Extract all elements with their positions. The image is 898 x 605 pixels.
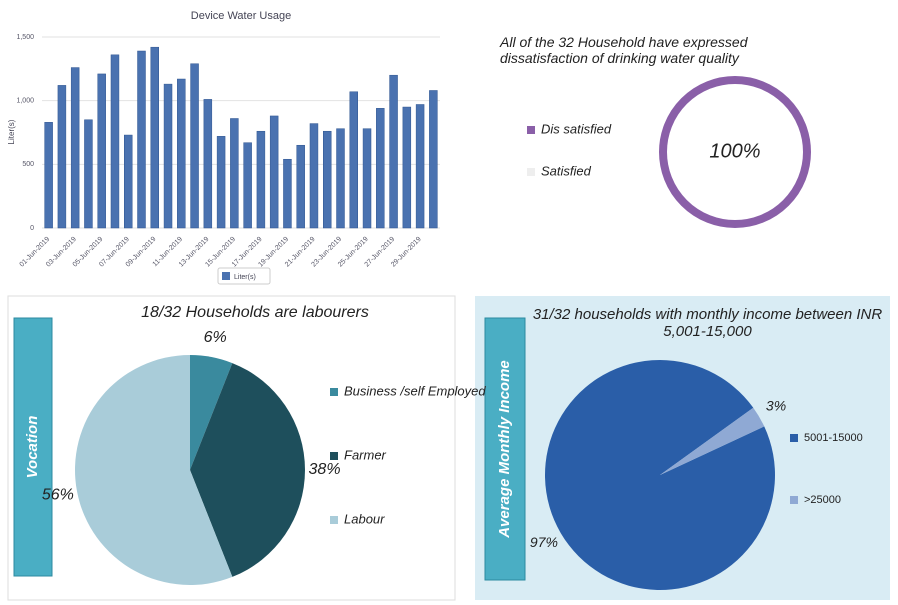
chart-title: Device Water Usage (191, 10, 291, 22)
legend-swatch (330, 388, 338, 396)
bar (269, 115, 279, 229)
pie-slice (545, 360, 776, 591)
legend-label: Satisfied (541, 163, 592, 178)
bar (203, 99, 213, 229)
legend-label: >25000 (804, 494, 841, 506)
bar (190, 63, 199, 229)
bar (137, 50, 146, 229)
legend-swatch (330, 516, 338, 524)
legend-label: 5001-15000 (804, 432, 863, 444)
legend-swatch (790, 434, 798, 442)
y-tick-label: 500 (22, 161, 34, 168)
bar (429, 90, 438, 229)
legend-label: Labour (344, 511, 385, 526)
bar (57, 85, 67, 229)
chart-title: All of the 32 Household have expressed d… (500, 34, 748, 66)
legend-label: Liter(s) (234, 274, 256, 281)
legend-label: Farmer (344, 447, 387, 462)
chart-title: 31/32 households with monthly income bet… (532, 306, 883, 340)
legend-swatch (330, 452, 338, 460)
bar (177, 78, 186, 229)
bar (256, 130, 266, 229)
side-band (13, 317, 53, 577)
legend-box (217, 267, 271, 285)
bar (97, 73, 106, 229)
legend-swatch (790, 496, 798, 504)
donut-segment (659, 76, 811, 229)
side-label: Vocation (24, 416, 41, 479)
data-label: 100% (709, 140, 760, 162)
data-label: 56% (42, 486, 74, 503)
bar (389, 74, 398, 229)
y-tick-label: 1,500 (16, 34, 34, 41)
pie-slice (75, 355, 233, 585)
legend-swatch (527, 168, 535, 176)
data-label: 3% (766, 398, 786, 414)
bar (84, 119, 93, 229)
bar (309, 123, 319, 229)
side-label: Average Monthly Income (496, 360, 513, 539)
bar (376, 108, 385, 229)
chart-title: 18/32 Households are labourers (141, 304, 369, 321)
bar (124, 134, 133, 229)
bar (283, 158, 292, 229)
bar (216, 136, 226, 229)
bar (349, 91, 358, 229)
data-label: 6% (204, 329, 227, 346)
pie-slice (660, 407, 765, 475)
legend-label: Business /self Employed (344, 383, 486, 398)
legend-swatch (527, 126, 535, 134)
y-tick-label: 1,000 (16, 98, 34, 105)
bar (44, 122, 53, 229)
bar (336, 128, 345, 229)
pie-slice (190, 355, 233, 470)
bar (296, 144, 305, 229)
data-label: 38% (309, 461, 341, 478)
side-band (484, 317, 526, 581)
y-tick-label: 0 (30, 225, 34, 232)
bar (150, 46, 159, 229)
y-axis-label: Liter(s) (7, 119, 16, 144)
data-label: 97% (530, 534, 558, 550)
bar (243, 142, 252, 229)
legend-label: Dis satisfied (541, 121, 612, 136)
pie-slice (190, 363, 305, 577)
bar (402, 106, 412, 229)
bar (163, 83, 173, 229)
bar (362, 128, 372, 229)
bar (323, 130, 332, 229)
bar (110, 54, 120, 229)
bar (70, 67, 80, 229)
bar (230, 118, 239, 229)
legend-swatch (222, 272, 230, 280)
bar (415, 104, 425, 229)
